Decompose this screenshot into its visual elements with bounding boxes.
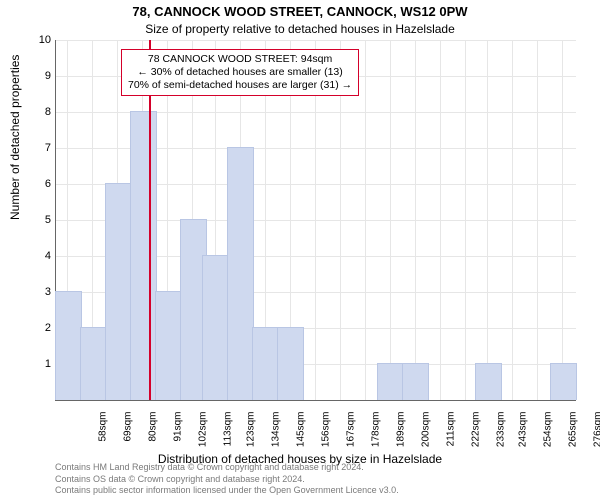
y-tick-label: 5 bbox=[35, 214, 51, 226]
gridline-h bbox=[56, 40, 576, 41]
x-tick-label: 265sqm bbox=[568, 412, 579, 452]
x-tick-label: 156sqm bbox=[320, 412, 331, 452]
y-tick-label: 4 bbox=[35, 250, 51, 262]
histogram-bar bbox=[80, 327, 107, 400]
x-tick-label: 167sqm bbox=[345, 412, 356, 452]
x-tick-label: 189sqm bbox=[395, 412, 406, 452]
gridline-v bbox=[512, 40, 513, 400]
footer-line: Contains OS data © Crown copyright and d… bbox=[55, 474, 399, 485]
histogram-bar bbox=[277, 327, 304, 400]
histogram-bar bbox=[55, 291, 82, 400]
gridline-v bbox=[487, 40, 488, 400]
x-tick-label: 243sqm bbox=[518, 412, 529, 452]
x-tick-label: 211sqm bbox=[445, 412, 456, 452]
gridline-v bbox=[440, 40, 441, 400]
annotation-line: 78 CANNOCK WOOD STREET: 94sqm bbox=[128, 53, 352, 66]
y-axis-label: Number of detached properties bbox=[8, 55, 22, 220]
gridline-v bbox=[562, 40, 563, 400]
chart-title-address: 78, CANNOCK WOOD STREET, CANNOCK, WS12 0… bbox=[0, 4, 600, 19]
x-tick-label: 134sqm bbox=[270, 412, 281, 452]
gridline-v bbox=[465, 40, 466, 400]
chart-container: 78, CANNOCK WOOD STREET, CANNOCK, WS12 0… bbox=[0, 0, 600, 500]
y-tick-label: 2 bbox=[35, 322, 51, 334]
annotation-box: 78 CANNOCK WOOD STREET: 94sqm← 30% of de… bbox=[121, 49, 359, 96]
y-tick-label: 6 bbox=[35, 178, 51, 190]
x-tick-label: 145sqm bbox=[295, 412, 306, 452]
histogram-bar bbox=[227, 147, 254, 400]
histogram-bar bbox=[550, 363, 577, 400]
x-tick-label: 58sqm bbox=[98, 412, 109, 452]
histogram-bar bbox=[202, 255, 229, 400]
y-tick-label: 1 bbox=[35, 358, 51, 370]
x-tick-label: 102sqm bbox=[198, 412, 209, 452]
x-tick-label: 113sqm bbox=[223, 412, 234, 452]
x-tick-label: 123sqm bbox=[245, 412, 256, 452]
histogram-bar bbox=[475, 363, 502, 400]
annotation-line: 70% of semi-detached houses are larger (… bbox=[128, 79, 352, 92]
plot-area: 78 CANNOCK WOOD STREET: 94sqm← 30% of de… bbox=[55, 40, 576, 401]
histogram-bar bbox=[155, 291, 182, 400]
histogram-bar bbox=[377, 363, 404, 400]
x-tick-label: 91sqm bbox=[173, 412, 184, 452]
x-tick-label: 254sqm bbox=[543, 412, 554, 452]
x-tick-label: 276sqm bbox=[593, 412, 600, 452]
footer-line: Contains public sector information licen… bbox=[55, 485, 399, 496]
x-tick-label: 222sqm bbox=[470, 412, 481, 452]
y-tick-label: 8 bbox=[35, 106, 51, 118]
gridline-v bbox=[365, 40, 366, 400]
gridline-v bbox=[390, 40, 391, 400]
footer-line: Contains HM Land Registry data © Crown c… bbox=[55, 462, 399, 473]
x-tick-label: 178sqm bbox=[370, 412, 381, 452]
x-tick-label: 80sqm bbox=[148, 412, 159, 452]
gridline-v bbox=[415, 40, 416, 400]
histogram-bar bbox=[105, 183, 132, 400]
gridline-v bbox=[537, 40, 538, 400]
chart-title-desc: Size of property relative to detached ho… bbox=[0, 22, 600, 36]
y-tick-label: 3 bbox=[35, 286, 51, 298]
annotation-line: ← 30% of detached houses are smaller (13… bbox=[128, 66, 352, 79]
x-tick-label: 69sqm bbox=[123, 412, 134, 452]
histogram-bar bbox=[252, 327, 279, 400]
y-tick-label: 7 bbox=[35, 142, 51, 154]
footer-attribution: Contains HM Land Registry data © Crown c… bbox=[55, 462, 399, 496]
y-tick-label: 9 bbox=[35, 70, 51, 82]
y-tick-label: 10 bbox=[35, 34, 51, 46]
x-tick-label: 200sqm bbox=[420, 412, 431, 452]
histogram-bar bbox=[402, 363, 429, 400]
histogram-bar bbox=[130, 111, 157, 400]
x-tick-label: 233sqm bbox=[495, 412, 506, 452]
